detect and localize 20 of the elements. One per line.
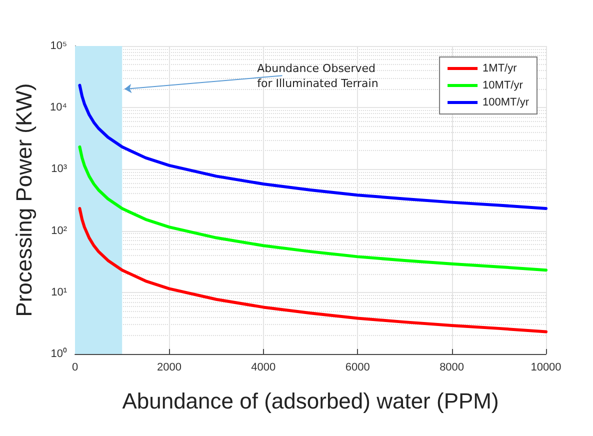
- legend-label: 10MT/yr: [482, 80, 524, 92]
- line-series: [78, 207, 548, 334]
- x-tick-label: 4000: [251, 362, 276, 374]
- x-tick-label: 6000: [345, 362, 370, 374]
- y-tick-label: 10⁰: [50, 347, 67, 360]
- y-tick-label: 10²: [51, 224, 68, 237]
- line-series: [78, 145, 548, 272]
- legend-label: 100MT/yr: [482, 96, 530, 108]
- y-tick-label: 10¹: [51, 286, 68, 298]
- x-tick-label: 2000: [156, 362, 182, 374]
- x-axis-title: Abundance of (adsorbed) water (PPM): [122, 388, 499, 414]
- y-tick-label: 10³: [51, 163, 68, 176]
- y-axis-title: Processing Power (KW): [12, 83, 36, 317]
- x-tick-label: 0: [72, 362, 78, 374]
- band-label: Abundance Observed for Illuminated Terrain: [257, 62, 378, 90]
- y-tick-label: 10⁴: [50, 102, 68, 114]
- y-tick-label: 10⁵: [50, 40, 67, 52]
- x-tick-label: 8000: [440, 362, 464, 374]
- legend-label: 1MT/yr: [482, 62, 518, 74]
- x-tick-label: 10000: [530, 362, 562, 374]
